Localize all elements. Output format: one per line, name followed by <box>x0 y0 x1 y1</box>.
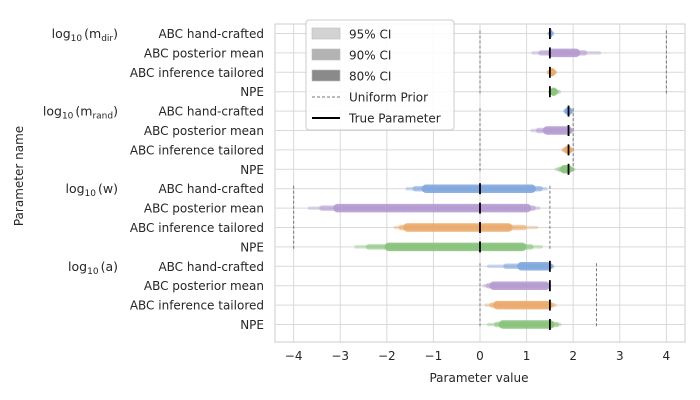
true-parameter-marks <box>479 28 570 330</box>
ci-bar-ci80 <box>333 203 532 213</box>
legend-swatch <box>311 69 341 82</box>
y-tick-label: NPE <box>240 163 264 177</box>
x-tick-label: −4 <box>285 349 303 363</box>
prior-lines <box>293 30 667 328</box>
group-label: log10 (mrand) <box>43 104 118 122</box>
legend-swatch <box>311 27 341 40</box>
x-axis-label: Parameter value <box>429 371 528 385</box>
group-labels: log10 (mdir) log10 (mrand) log10 (w) log10 (a) <box>43 26 118 277</box>
y-tick-label: ABC posterior mean <box>144 202 264 216</box>
x-tick-label: −2 <box>378 349 396 363</box>
ci-bar-ci80 <box>560 165 573 174</box>
y-tick-labels: ABC hand-crafted ABC posterior mean ABC in… <box>130 27 264 332</box>
y-tick-label: NPE <box>240 85 264 99</box>
legend-label: 95% CI <box>349 28 391 42</box>
ci-bar-ci80 <box>498 320 555 329</box>
x-tick-label: −3 <box>331 349 349 363</box>
group-label: log10 (a) <box>68 259 118 277</box>
y-tick-label: ABC posterior mean <box>144 124 264 138</box>
legend-label: 80% CI <box>349 70 391 84</box>
x-tick-label: 4 <box>663 349 671 363</box>
legend-box <box>305 19 455 131</box>
x-tick-label: 1 <box>523 349 531 363</box>
y-tick-label: NPE <box>240 240 264 254</box>
ci-bar-ci80 <box>549 87 558 96</box>
ci-bar-ci80 <box>403 223 513 232</box>
x-tick-labels: −4 −3 −2 −1 0 1 2 3 4 <box>285 349 670 363</box>
y-tick-label: ABC inference tailored <box>130 143 264 157</box>
legend: 95% CI 90% CI 80% CI Uniform Prior True Para… <box>305 19 455 131</box>
y-tick-label: ABC inference tailored <box>130 299 264 313</box>
legend-label: 90% CI <box>349 49 391 63</box>
y-tick-label: ABC hand-crafted <box>158 105 264 119</box>
y-tick-label: NPE <box>240 318 264 332</box>
y-tick-label: ABC posterior mean <box>144 279 264 293</box>
legend-label: True Parameter <box>348 112 441 126</box>
ci-bar-ci80 <box>517 262 553 271</box>
ci-bar-ci80 <box>421 184 536 193</box>
group-label: log10 (mdir) <box>52 26 118 44</box>
y-tick-label: ABC inference tailored <box>130 66 264 80</box>
x-tick-label: 3 <box>616 349 624 363</box>
x-tick-label: 0 <box>476 349 484 363</box>
ci-bar-ci80 <box>542 126 573 135</box>
y-tick-label: ABC hand-crafted <box>158 182 264 196</box>
ci-bar-ci80 <box>384 242 527 252</box>
legend-label: Uniform Prior <box>349 91 428 105</box>
ci-bar-ci80 <box>547 48 581 58</box>
x-tick-label: 2 <box>569 349 577 363</box>
group-label: log10 (w) <box>65 181 118 199</box>
y-tick-label: ABC hand-crafted <box>158 260 264 274</box>
y-tick-label: ABC inference tailored <box>130 221 264 235</box>
y-tick-label: ABC hand-crafted <box>158 27 264 41</box>
ci-bar-ci80 <box>493 300 553 310</box>
x-tick-label: −1 <box>425 349 443 363</box>
y-tick-label: ABC posterior mean <box>144 46 264 60</box>
y-axis-label: Parameter name <box>12 126 26 226</box>
ci-bar-ci80 <box>489 281 550 290</box>
legend-swatch <box>311 48 341 61</box>
